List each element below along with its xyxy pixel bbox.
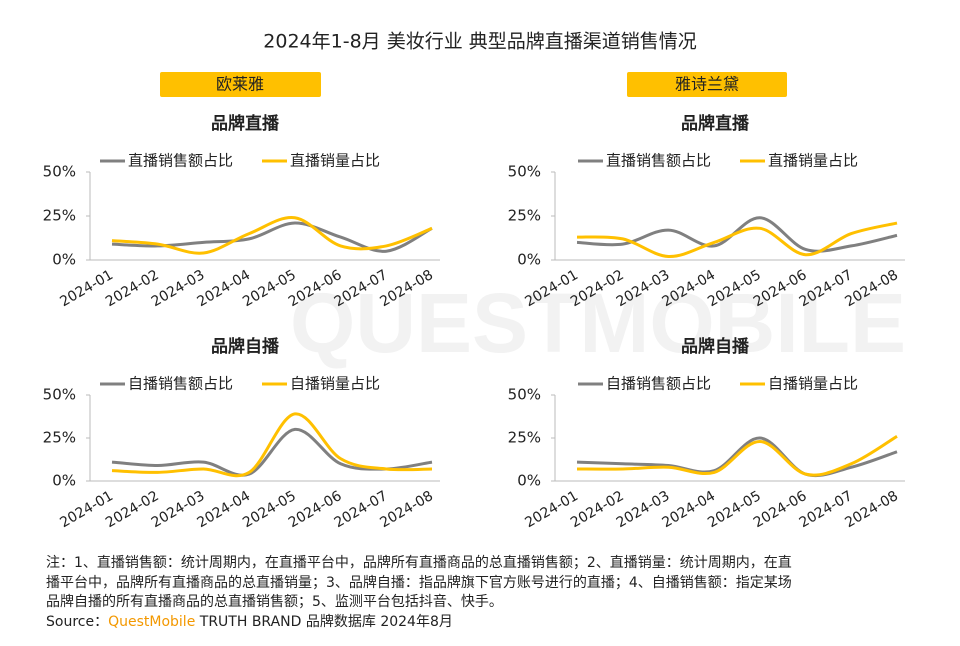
chart-title: 品牌自播 bbox=[681, 336, 750, 357]
y-tick-label: 25% bbox=[508, 429, 541, 447]
y-tick-label: 25% bbox=[43, 207, 76, 225]
brand-box bbox=[160, 72, 321, 97]
source-label: Source： bbox=[46, 614, 108, 630]
note-line: 播平台中，品牌所有直播商品的总直播销量；3、品牌自播：指品牌旗下官方账号进行的直… bbox=[46, 574, 792, 591]
series-line bbox=[576, 221, 898, 258]
legend-label: 直播销售额占比 bbox=[128, 152, 233, 170]
series-line bbox=[111, 412, 433, 478]
x-tick-label: 2024-08 bbox=[842, 488, 901, 531]
y-tick-label: 50% bbox=[43, 163, 76, 181]
chart-title: 品牌自播 bbox=[211, 336, 280, 357]
y-tick-label: 0% bbox=[52, 251, 76, 269]
source: Source：QuestMobile TRUTH BRAND 品牌数据库 202… bbox=[46, 613, 453, 630]
y-tick-label: 50% bbox=[508, 386, 541, 404]
page-title: 2024年1-8月 美妆行业 典型品牌直播渠道销售情况 bbox=[263, 31, 696, 53]
legend-label: 直播销售额占比 bbox=[606, 152, 711, 170]
source-text: TRUTH BRAND 品牌数据库 2024年8月 bbox=[195, 613, 453, 630]
note-line: 注：1、直播销售额：统计周期内，在直播平台中，品牌所有直播商品的总直播销售额；2… bbox=[46, 554, 792, 571]
x-tick-label: 2024-08 bbox=[377, 488, 436, 531]
series-line bbox=[576, 434, 898, 477]
note-line: 品牌自播的所有直播商品的总直播销售额；5、监测平台包括抖音、快手。 bbox=[46, 593, 503, 610]
y-tick-label: 25% bbox=[508, 207, 541, 225]
legend-label: 自播销量占比 bbox=[768, 375, 858, 393]
brand-box bbox=[627, 72, 787, 97]
legend-label: 直播销量占比 bbox=[290, 152, 380, 170]
chart-title: 品牌直播 bbox=[211, 113, 280, 134]
series-line bbox=[576, 436, 898, 478]
brand-label: 欧莱雅 bbox=[216, 75, 264, 94]
y-tick-label: 0% bbox=[517, 472, 541, 490]
series-line bbox=[576, 216, 898, 253]
watermark: QUESTMOBILE bbox=[290, 276, 906, 370]
y-tick-label: 50% bbox=[43, 386, 76, 404]
legend-label: 直播销量占比 bbox=[768, 152, 858, 170]
brand-label: 雅诗兰黛 bbox=[675, 75, 739, 94]
series-line bbox=[111, 216, 433, 255]
y-tick-label: 50% bbox=[508, 163, 541, 181]
legend-label: 自播销量占比 bbox=[290, 375, 380, 393]
y-tick-label: 25% bbox=[43, 429, 76, 447]
source-brand: QuestMobile bbox=[108, 614, 195, 630]
y-tick-label: 0% bbox=[517, 251, 541, 269]
chart-title: 品牌直播 bbox=[681, 113, 750, 134]
legend-label: 自播销售额占比 bbox=[128, 375, 233, 393]
y-tick-label: 0% bbox=[52, 472, 76, 490]
legend-label: 自播销售额占比 bbox=[606, 375, 711, 393]
